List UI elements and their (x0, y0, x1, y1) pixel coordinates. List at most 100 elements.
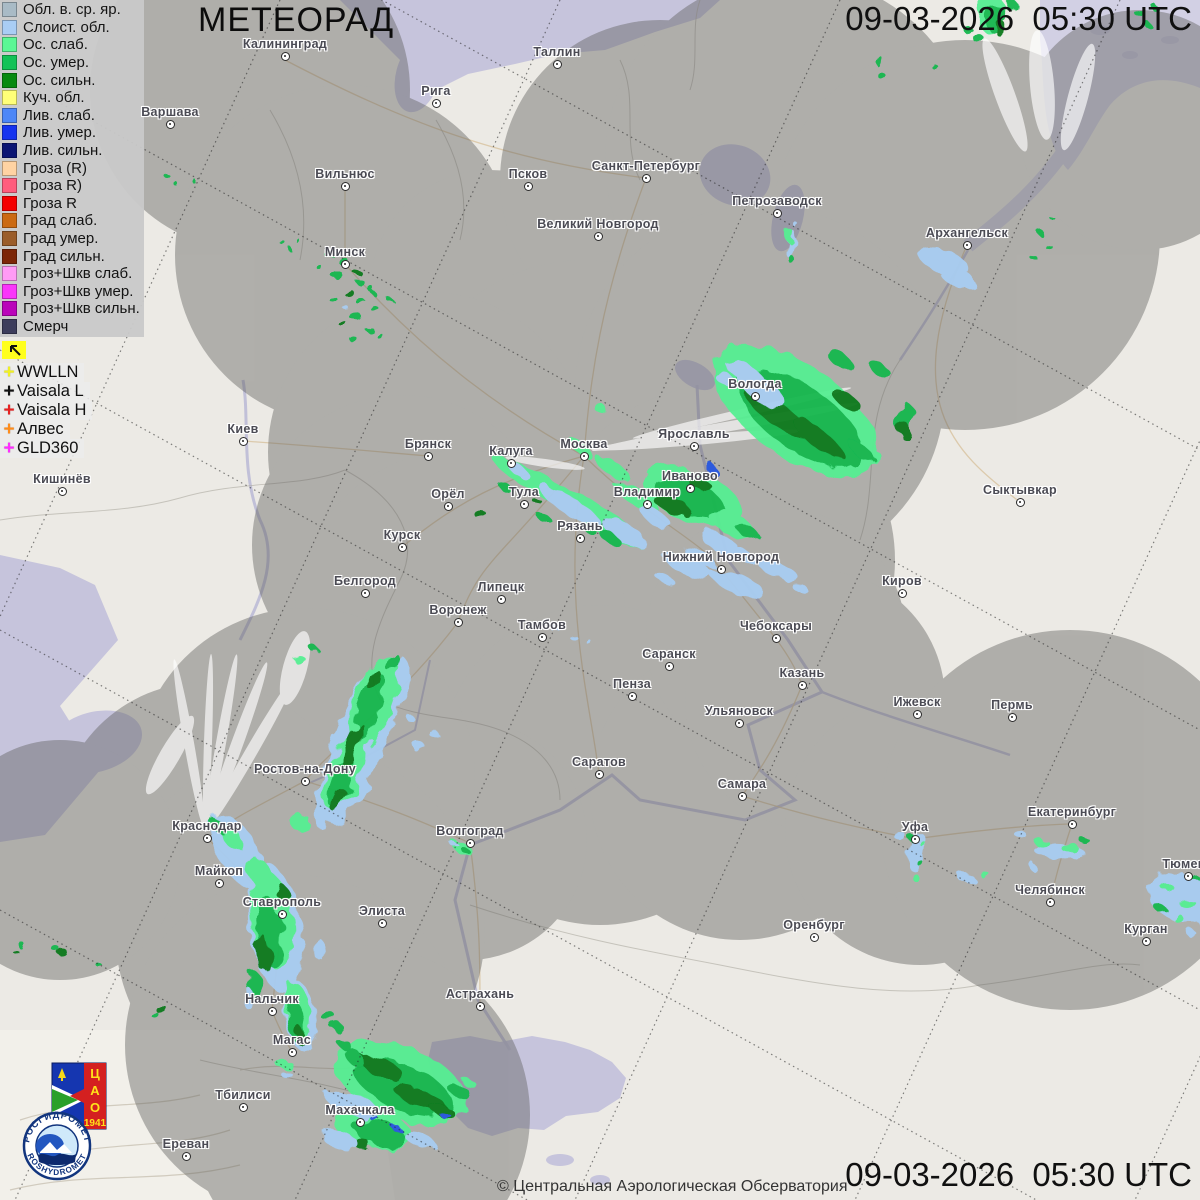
city-label: Псков (508, 167, 548, 181)
city-label: Калуга (489, 444, 533, 458)
radar-coverage-circle (685, 570, 945, 830)
precip-echo (709, 570, 767, 598)
legend-swatch (2, 37, 17, 53)
radar-beam-artifact (1029, 30, 1055, 140)
legend-label: Гроз+Шкв умер. (23, 282, 134, 300)
cao-roshydromet-logo: Ц А О 1941 РОСГИДРОМЕТ ROSHYDROMET (21, 1062, 107, 1181)
precip-echo (243, 988, 257, 1012)
precip-echo (254, 932, 270, 972)
city-marker (809, 932, 819, 942)
timestamp-top: 09-03-2026 05:30 UTC (845, 0, 1192, 37)
legend-item: Обл. в. ср. яр. (2, 1, 140, 19)
legend-label: Обл. в. ср. яр. (23, 1, 121, 19)
city-marker (642, 499, 652, 509)
precip-echo (462, 1079, 478, 1089)
precip-echo (332, 272, 344, 280)
precipitation-layer (15, 0, 1200, 1150)
precip-echo (406, 715, 414, 721)
precip-echo (1162, 884, 1174, 892)
precip-echo (918, 861, 924, 867)
timestamp-bottom: 09-03-2026 05:30 UTC (845, 1156, 1192, 1193)
radar-beam-artifact (204, 654, 238, 832)
legend-item: Гроз+Шкв слаб. (2, 265, 140, 283)
legend-swatch (2, 19, 17, 35)
legend-label: Лив. умер. (23, 124, 97, 142)
legend-swatch (2, 195, 17, 211)
city-label: Калининград (242, 37, 328, 51)
radar-beam-artifact (204, 662, 268, 832)
city-marker (277, 909, 287, 919)
radar-artifacts-layer (145, 30, 1096, 832)
legend-item: Гроз+Шкв сильн. (2, 300, 140, 318)
svg-text:А: А (90, 1083, 100, 1098)
legend-label: Град умер. (23, 230, 99, 248)
precip-echo (351, 267, 359, 273)
precip-echo (733, 549, 759, 563)
legend-item: Град умер. (2, 230, 140, 248)
city-marker (641, 173, 651, 183)
precip-echo (394, 1127, 402, 1133)
radar-coverage-circle (175, 85, 515, 425)
precip-echo (1006, 0, 1018, 12)
legend-swatch (2, 248, 17, 264)
precip-echo (594, 455, 630, 481)
city-label: Брянск (404, 437, 452, 451)
city-marker (734, 718, 744, 728)
precip-echo (832, 390, 864, 414)
precip-echo (1180, 899, 1196, 909)
precip-echo (964, 26, 972, 34)
precip-echo (367, 669, 381, 691)
city-label: Курск (383, 528, 421, 542)
legend-label: Гроза (R) (23, 159, 88, 177)
lightning-label: GLD360 (17, 439, 79, 458)
city-label: Рязань (557, 519, 603, 533)
precip-echo (349, 312, 361, 320)
city-marker (238, 436, 248, 446)
radar-coverage-circle (880, 630, 1200, 1010)
legend-label: Град слаб. (23, 212, 98, 230)
precip-echo (585, 639, 591, 643)
precip-echo (532, 497, 540, 503)
city-label: Иваново (662, 469, 718, 483)
precip-echo (325, 1089, 379, 1119)
legend-item: Град слаб. (2, 212, 140, 230)
precip-echo (317, 266, 323, 270)
precip-echo (352, 1138, 372, 1150)
precip-echo (900, 424, 912, 440)
city-label: Краснодар (172, 819, 242, 833)
city-marker (1183, 871, 1193, 881)
caspian-part (590, 1175, 610, 1185)
legend-item: Ос. умер. (2, 54, 140, 72)
city-marker (552, 59, 562, 69)
precip-echo (337, 1037, 351, 1051)
city-marker (771, 633, 781, 643)
precip-echo (211, 818, 225, 834)
precip-echo (15, 952, 21, 956)
lightning-arrow-icon (10, 345, 21, 356)
precip-echo (535, 511, 553, 525)
radar-coverage-circle (785, 695, 1055, 965)
city-label: Москва (560, 437, 608, 451)
legend-swatch (2, 2, 17, 18)
legend: Обл. в. ср. яр. Слоист. обл. Ос. слаб. Ос. … (0, 0, 144, 338)
legend-label: Град сильн. (23, 247, 105, 265)
precip-echo (894, 832, 906, 840)
precip-echo (958, 874, 974, 882)
city-marker (962, 240, 972, 250)
precip-echo (341, 721, 363, 767)
city-marker (575, 533, 585, 543)
city-marker (689, 441, 699, 451)
precip-echo (1192, 875, 1200, 881)
radar-beam-artifact (505, 456, 585, 470)
city-label: Тюмень (1162, 857, 1200, 871)
city-marker (627, 691, 637, 701)
legend-swatch (2, 72, 17, 88)
seal-wave (38, 1153, 76, 1165)
legend-swatch (2, 90, 17, 106)
precip-echo (1081, 839, 1091, 845)
precip-echo (354, 1120, 406, 1148)
precip-echo (940, 267, 976, 289)
legend-label: Лив. слаб. (23, 106, 95, 124)
city-label: Петрозаводск (732, 194, 822, 208)
